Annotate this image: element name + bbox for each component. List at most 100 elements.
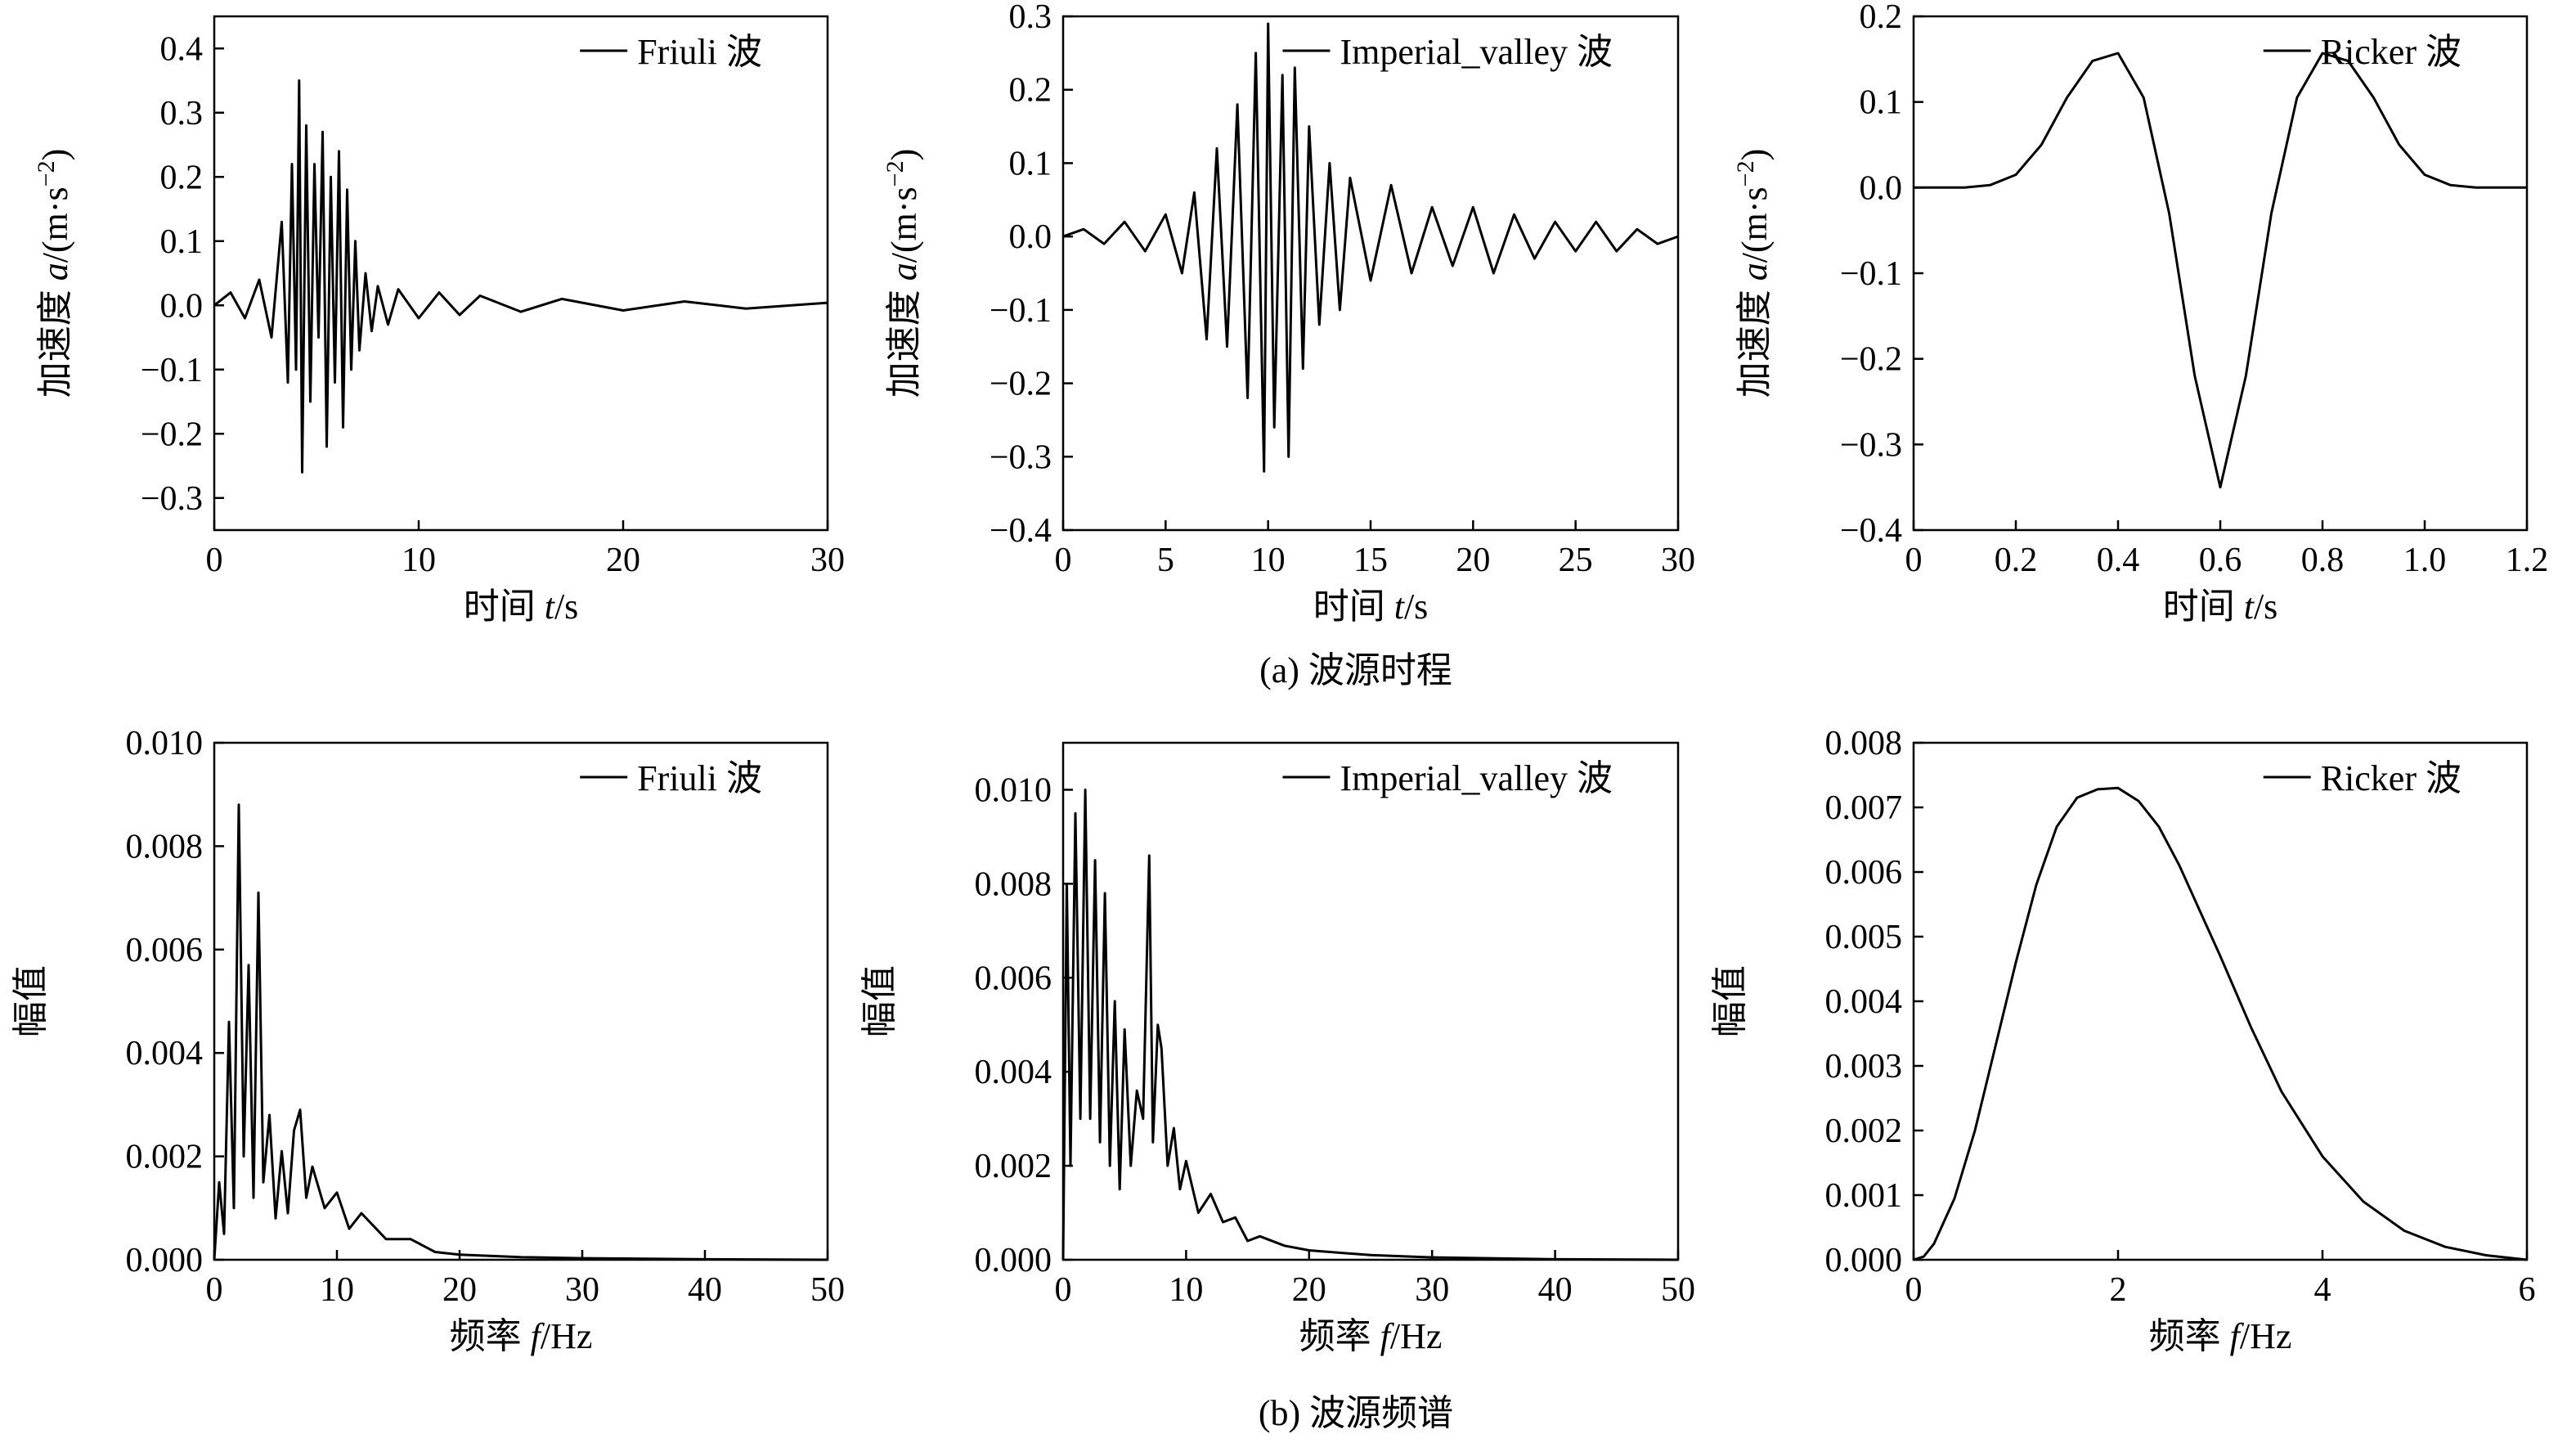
y-tick-label: 0.006 xyxy=(126,932,204,969)
x-tick-label: 10 xyxy=(1169,1271,1203,1309)
y-tick-label: −0.4 xyxy=(990,512,1052,550)
x-tick-label: 0 xyxy=(1055,1271,1072,1309)
caption-a: (a) 波源时程 xyxy=(1259,650,1452,690)
x-tick-label: 0.8 xyxy=(2301,542,2345,579)
legend-label: Imperial_valley 波 xyxy=(1340,32,1613,72)
y-tick-label: 0.008 xyxy=(126,828,204,865)
x-axis-label: 频率 f/Hz xyxy=(1299,1316,1443,1356)
x-tick-label: 0.4 xyxy=(2097,542,2140,579)
x-tick-label: 40 xyxy=(1538,1271,1573,1309)
legend-label: Ricker 波 xyxy=(2321,758,2462,798)
y-tick-label: −0.4 xyxy=(1840,512,1902,550)
y-tick-label: −0.3 xyxy=(141,480,203,518)
x-tick-label: 40 xyxy=(688,1271,722,1309)
y-axis-label: 幅值 xyxy=(859,965,900,1037)
x-tick-label: 0 xyxy=(206,1271,223,1309)
y-tick-label: 0.3 xyxy=(1009,0,1052,36)
x-tick-label: 6 xyxy=(2519,1271,2536,1309)
plot-frame xyxy=(1912,15,2529,532)
y-tick-label: −0.1 xyxy=(141,352,203,389)
x-tick-label: 2 xyxy=(2110,1271,2127,1309)
x-tick-label: 30 xyxy=(1661,542,1695,579)
x-tick-label: 50 xyxy=(1661,1271,1695,1309)
legend-label: Ricker 波 xyxy=(2321,32,2462,72)
y-tick-label: 0.004 xyxy=(126,1035,204,1072)
x-tick-label: 20 xyxy=(1456,542,1490,579)
legend-label: Imperial_valley 波 xyxy=(1340,758,1613,798)
y-tick-label: 0.2 xyxy=(160,159,204,196)
y-tick-label: −0.2 xyxy=(1840,341,1902,379)
y-tick-label: 0.005 xyxy=(1825,919,1903,956)
chart-ricker-freq: 0 2 4 6 0.000 0.001 0.002 0.003 0.004 0.005 0.006 0… xyxy=(1710,725,2536,1356)
x-tick-label: 4 xyxy=(2314,1271,2331,1309)
chart-imperial-time: 0 5 10 15 20 25 30 −0.4 −0.3 −0.2 −0.1 0.0 0.1 0.2 0.3… xyxy=(882,0,1696,627)
y-tick-label: 0.002 xyxy=(126,1139,204,1176)
x-axis-label: 时间 t/s xyxy=(2163,587,2278,627)
y-tick-label: 0.0 xyxy=(160,287,204,325)
x-axis-label: 时间 t/s xyxy=(1313,587,1429,627)
x-tick-label: 0 xyxy=(1055,542,1072,579)
y-tick-label: 0.008 xyxy=(1825,725,1903,762)
plot-frame xyxy=(1061,741,1680,1261)
y-tick-label: 0.004 xyxy=(975,1054,1052,1091)
x-tick-label: 0.2 xyxy=(1995,542,2038,579)
y-tick-label: 0.003 xyxy=(1825,1048,1903,1086)
y-tick-label: 0.007 xyxy=(1825,789,1903,827)
y-tick-label: 0.2 xyxy=(1860,0,1903,36)
x-tick-label: 1.0 xyxy=(2403,542,2447,579)
y-axis-label: 幅值 xyxy=(11,965,51,1037)
plot-frame xyxy=(1061,15,1680,532)
y-tick-label: −0.1 xyxy=(1840,255,1902,293)
y-tick-label: −0.2 xyxy=(990,366,1052,403)
y-tick-label: 0.001 xyxy=(1825,1177,1903,1215)
y-axis-label: 加速度 a/(m·s−2) xyxy=(882,149,925,398)
y-tick-label: 0.0 xyxy=(1860,169,1903,207)
y-tick-label: 0.010 xyxy=(975,771,1052,809)
chart-friuli-time: 0 10 20 30 −0.3 −0.2 −0.1 0.0 0.1 0.2 0.3 0.4 时间 t/s… xyxy=(33,15,845,627)
x-axis-label: 时间 t/s xyxy=(464,587,579,627)
y-tick-label: 0.002 xyxy=(975,1148,1052,1185)
y-tick-label: 0.002 xyxy=(1825,1113,1903,1150)
x-tick-label: 20 xyxy=(1292,1271,1326,1309)
series-line xyxy=(1913,786,2528,1261)
x-tick-label: 30 xyxy=(1415,1271,1449,1309)
x-tick-label: 30 xyxy=(810,542,845,579)
x-tick-label: 10 xyxy=(402,542,436,579)
x-tick-label: 1.2 xyxy=(2506,542,2549,579)
y-axis-label: 加速度 a/(m·s−2) xyxy=(1732,149,1775,398)
y-tick-label: 0.2 xyxy=(1009,72,1052,110)
y-tick-label: 0.000 xyxy=(975,1242,1052,1279)
x-tick-label: 20 xyxy=(606,542,640,579)
y-axis-label: 加速度 a/(m·s−2) xyxy=(33,149,76,398)
caption-b: (b) 波源频谱 xyxy=(1259,1393,1453,1433)
y-tick-label: 0.1 xyxy=(160,223,204,261)
x-tick-label: 0 xyxy=(1905,1271,1923,1309)
chart-imperial-freq: 0 10 20 30 40 50 0.000 0.002 0.004 0.006 0.008 0.01… xyxy=(859,741,1695,1356)
x-tick-label: 20 xyxy=(442,1271,477,1309)
series-line xyxy=(1061,789,1679,1261)
x-tick-label: 25 xyxy=(1559,542,1593,579)
y-tick-label: 0.004 xyxy=(1825,983,1903,1021)
y-tick-label: 0.000 xyxy=(126,1242,204,1279)
series-line xyxy=(1062,22,1679,473)
y-tick-label: 0.4 xyxy=(160,30,204,68)
x-tick-label: 5 xyxy=(1157,542,1174,579)
series-line xyxy=(1914,52,2527,489)
plot-frame xyxy=(213,15,829,532)
y-tick-label: 0.006 xyxy=(1825,854,1903,892)
series-line xyxy=(213,803,828,1261)
y-tick-label: 0.010 xyxy=(126,725,204,762)
y-tick-label: 0.006 xyxy=(975,960,1052,997)
series-line xyxy=(213,79,828,474)
y-tick-label: 0.1 xyxy=(1009,145,1052,182)
y-tick-label: 0.0 xyxy=(1009,218,1052,256)
x-tick-label: 0.6 xyxy=(2199,542,2242,579)
x-tick-label: 0 xyxy=(1905,542,1923,579)
x-tick-label: 50 xyxy=(810,1271,845,1309)
legend-label: Friuli 波 xyxy=(637,32,762,72)
y-tick-label: −0.1 xyxy=(990,292,1052,330)
y-tick-label: 0.000 xyxy=(1825,1242,1903,1279)
x-tick-label: 10 xyxy=(320,1271,354,1309)
x-tick-label: 30 xyxy=(565,1271,599,1309)
